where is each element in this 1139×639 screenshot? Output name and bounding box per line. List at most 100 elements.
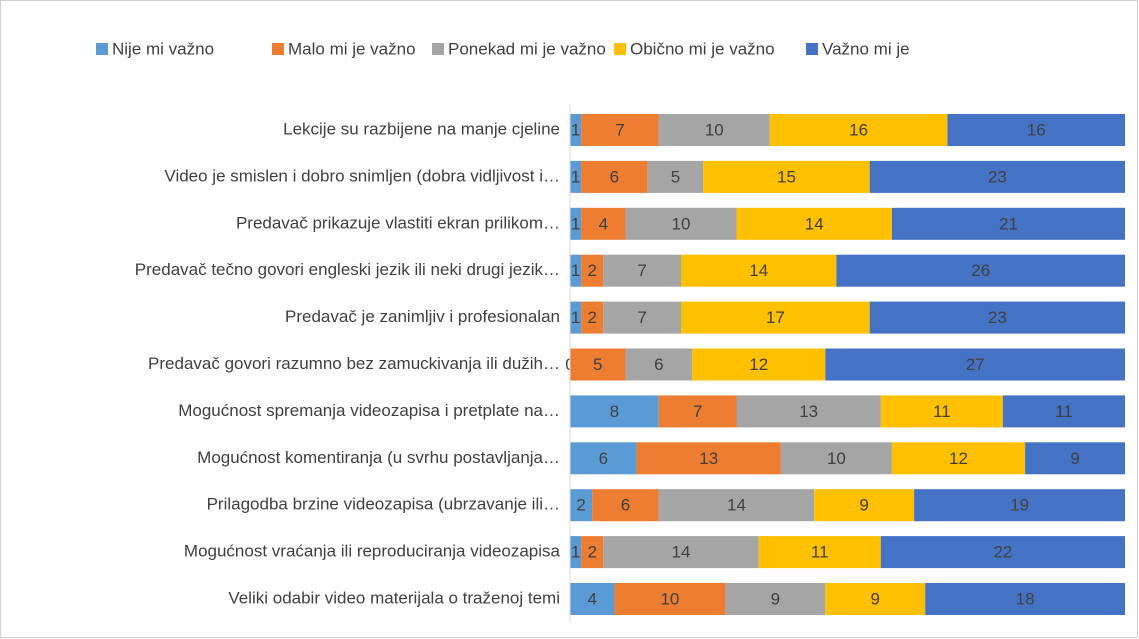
bar-segment bbox=[581, 536, 604, 569]
bar-segment bbox=[592, 489, 659, 522]
bar-segment bbox=[947, 114, 1125, 146]
data-label: 14 bbox=[727, 496, 746, 515]
bar-segment bbox=[825, 348, 1125, 381]
bar-segment bbox=[570, 395, 659, 428]
y-tick-label: Predavač je zanimljiv i profesionalan bbox=[285, 307, 560, 326]
legend-swatch bbox=[806, 43, 818, 55]
data-label: 7 bbox=[615, 120, 624, 139]
data-label: 16 bbox=[849, 120, 868, 139]
data-label: 10 bbox=[660, 589, 679, 608]
data-label: 7 bbox=[637, 261, 646, 280]
data-label: 1 bbox=[571, 214, 580, 233]
bar-segment bbox=[570, 254, 582, 287]
data-label: 19 bbox=[1010, 496, 1029, 515]
bar-segment bbox=[681, 301, 870, 334]
y-tick-label: Video je smislen i dobro snimljen (dobra… bbox=[164, 166, 560, 185]
bar-segment bbox=[647, 160, 704, 193]
bar-segment bbox=[736, 207, 892, 240]
y-tick-label: Lekcije su razbijene na manje cjeline bbox=[283, 119, 560, 138]
data-label: 10 bbox=[705, 120, 724, 139]
bar-segment bbox=[603, 301, 681, 334]
y-tick-label: Predavač prikazuje vlastiti ekran prilik… bbox=[236, 213, 560, 232]
data-label: 12 bbox=[949, 449, 968, 468]
data-label: 9 bbox=[871, 589, 880, 608]
legend-label: Ponekad mi je važno bbox=[448, 39, 606, 58]
data-label: 8 bbox=[610, 402, 619, 421]
bar-segment bbox=[636, 442, 781, 475]
data-label: 11 bbox=[933, 402, 951, 421]
data-label: 4 bbox=[599, 214, 608, 233]
bar-segment bbox=[570, 301, 582, 334]
legend-swatch bbox=[272, 43, 284, 55]
data-label: 23 bbox=[988, 167, 1007, 186]
legend-swatch bbox=[432, 43, 444, 55]
data-label: 10 bbox=[672, 214, 691, 233]
legend-label: Obično mi je važno bbox=[630, 39, 775, 58]
bar-segment bbox=[681, 254, 837, 287]
data-label: 14 bbox=[749, 261, 768, 280]
data-label: 12 bbox=[749, 355, 768, 374]
bar-segment bbox=[914, 489, 1125, 522]
bar-segment bbox=[570, 207, 582, 240]
data-label: 1 bbox=[571, 261, 580, 280]
data-label: 1 bbox=[571, 120, 580, 139]
bar-segment bbox=[780, 442, 892, 475]
bar-segment bbox=[581, 301, 604, 334]
bar-segment bbox=[703, 160, 870, 193]
data-label: 17 bbox=[766, 308, 785, 327]
bar-segment bbox=[614, 583, 726, 615]
bar-segment bbox=[725, 583, 826, 615]
bar-segment bbox=[570, 489, 593, 522]
bar-segment bbox=[581, 114, 659, 146]
legend-label: Nije mi važno bbox=[112, 39, 214, 58]
bar-segment bbox=[658, 489, 815, 522]
bar-segment bbox=[692, 348, 826, 381]
y-tick-label: Predavač govori razumno bez zamuckivanja… bbox=[148, 354, 560, 373]
data-label: 2 bbox=[587, 261, 596, 280]
y-tick-label: Mogućnost spremanja videozapisa i pretpl… bbox=[178, 401, 560, 420]
data-label: 9 bbox=[1070, 449, 1079, 468]
data-label: 14 bbox=[805, 214, 824, 233]
bar-segment bbox=[570, 114, 582, 146]
bar-segment bbox=[814, 489, 915, 522]
data-label: 1 bbox=[571, 167, 580, 186]
data-label: 13 bbox=[799, 402, 818, 421]
legend-label: Malo mi je važno bbox=[288, 39, 416, 58]
bar-segment bbox=[880, 395, 1003, 428]
bar-segment bbox=[570, 442, 637, 475]
bar-segment bbox=[836, 254, 1125, 287]
data-label: 10 bbox=[827, 449, 846, 468]
bar-segment bbox=[880, 536, 1125, 569]
bar-segment bbox=[570, 583, 615, 615]
data-label: 27 bbox=[966, 355, 985, 374]
data-label: 5 bbox=[593, 355, 602, 374]
bar-segment bbox=[758, 536, 881, 569]
bar-segment bbox=[891, 207, 1125, 240]
bar-segment bbox=[658, 114, 770, 146]
bar-segment bbox=[1025, 442, 1125, 475]
data-label: 2 bbox=[587, 308, 596, 327]
data-label: 13 bbox=[699, 449, 718, 468]
data-label: 11 bbox=[1055, 402, 1073, 421]
bar-segment bbox=[825, 583, 926, 615]
data-label: 1 bbox=[571, 308, 580, 327]
data-label: 26 bbox=[971, 261, 990, 280]
bar-segment bbox=[925, 583, 1125, 615]
bar-segment bbox=[891, 442, 1026, 475]
bar-segment bbox=[869, 301, 1125, 334]
bar-segment bbox=[625, 207, 737, 240]
bar-segment bbox=[570, 536, 582, 569]
data-label: 2 bbox=[587, 543, 596, 562]
y-tick-label: Prilagodba brzine videozapisa (ubrzavanj… bbox=[207, 495, 560, 514]
bar-segment bbox=[581, 207, 626, 240]
data-label: 9 bbox=[859, 496, 868, 515]
bar-segment bbox=[570, 160, 582, 193]
data-label: 6 bbox=[621, 496, 630, 515]
data-label: 21 bbox=[999, 214, 1018, 233]
y-tick-label: Predavač tečno govori engleski jezik ili… bbox=[135, 260, 560, 279]
data-label: 15 bbox=[777, 167, 796, 186]
y-tick-label: Veliki odabir video materijala o traženo… bbox=[228, 588, 560, 607]
legend-label: Važno mi je bbox=[822, 39, 910, 58]
data-label: 11 bbox=[811, 543, 829, 562]
